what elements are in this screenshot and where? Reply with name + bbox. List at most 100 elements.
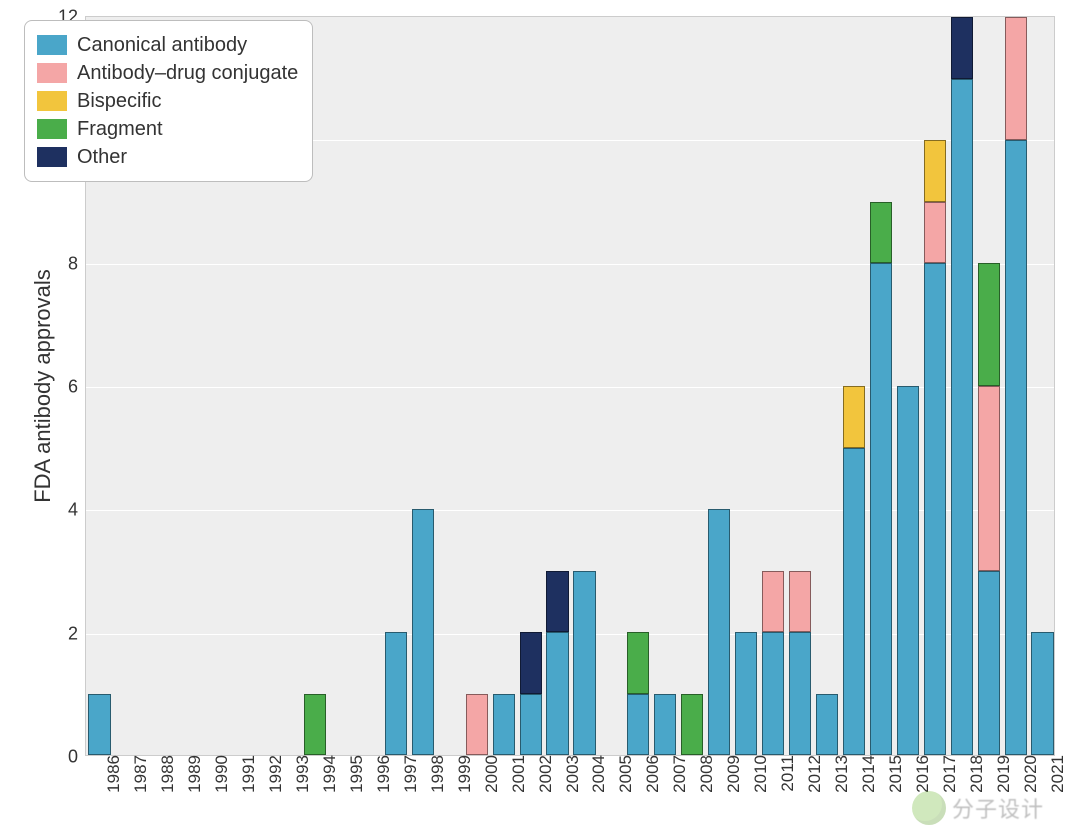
legend-swatch	[37, 119, 67, 139]
bar-segment-adc	[978, 386, 1000, 571]
xtick-label: 2007	[666, 755, 690, 793]
bar-slot	[1005, 17, 1027, 755]
bar-slot	[816, 17, 838, 755]
xtick-label: 1986	[101, 755, 125, 793]
legend-swatch	[37, 35, 67, 55]
xtick-label: 1992	[262, 755, 286, 793]
bar-slot	[520, 17, 542, 755]
ytick-label: 4	[68, 500, 86, 521]
legend-item-adc: Antibody–drug conjugate	[37, 59, 298, 87]
bar-segment-canonical	[1005, 140, 1027, 755]
bar-segment-canonical	[573, 571, 595, 756]
bar-segment-canonical	[789, 632, 811, 755]
xtick-label: 1998	[424, 755, 448, 793]
bar-segment-canonical	[654, 694, 676, 756]
bar-slot	[978, 17, 1000, 755]
xtick-label: 1989	[181, 755, 205, 793]
bar-segment-canonical	[708, 509, 730, 755]
bar-segment-canonical	[520, 694, 542, 756]
legend-label: Canonical antibody	[77, 31, 247, 59]
xtick-label: 2009	[720, 755, 744, 793]
xtick-label: 2015	[882, 755, 906, 793]
bar-slot	[412, 17, 434, 755]
xtick-label: 2003	[559, 755, 583, 793]
bar-slot	[870, 17, 892, 755]
chart-wrapper: 0246810121986198719881989199019911992199…	[0, 0, 1080, 840]
xtick-label: 2006	[640, 755, 664, 793]
bar-segment-bispecific	[924, 140, 946, 202]
bar-segment-canonical	[735, 632, 757, 755]
xtick-label: 1995	[343, 755, 367, 793]
xtick-label: 2014	[855, 755, 879, 793]
bar-segment-fragment	[681, 694, 703, 756]
legend-label: Fragment	[77, 115, 163, 143]
xtick-label: 2000	[478, 755, 502, 793]
bar-slot	[681, 17, 703, 755]
bar-slot	[1031, 17, 1053, 755]
bar-segment-adc	[466, 694, 488, 756]
xtick-label: 1990	[208, 755, 232, 793]
bar-segment-canonical	[951, 79, 973, 756]
bar-segment-canonical	[412, 509, 434, 755]
bar-slot	[897, 17, 919, 755]
bar-slot	[358, 17, 380, 755]
watermark-text: 分子设计	[952, 792, 1044, 824]
legend-item-canonical: Canonical antibody	[37, 31, 298, 59]
legend-label: Other	[77, 143, 127, 171]
xtick-label: 2001	[505, 755, 529, 793]
legend: Canonical antibodyAntibody–drug conjugat…	[24, 20, 313, 182]
legend-label: Antibody–drug conjugate	[77, 59, 298, 87]
bar-segment-fragment	[978, 263, 1000, 386]
ytick-label: 2	[68, 623, 86, 644]
bar-segment-fragment	[870, 202, 892, 264]
xtick-label: 2005	[613, 755, 637, 793]
bar-segment-adc	[789, 571, 811, 633]
bar-slot	[924, 17, 946, 755]
bar-slot	[385, 17, 407, 755]
bar-segment-fragment	[627, 632, 649, 694]
bar-slot	[843, 17, 865, 755]
bar-segment-canonical	[924, 263, 946, 755]
bar-segment-canonical	[546, 632, 568, 755]
bar-segment-other	[520, 632, 542, 694]
bar-slot	[762, 17, 784, 755]
xtick-label: 2012	[801, 755, 825, 793]
legend-swatch	[37, 91, 67, 111]
bar-segment-adc	[924, 202, 946, 264]
xtick-label: 1991	[235, 755, 259, 793]
bar-slot	[493, 17, 515, 755]
bar-segment-other	[546, 571, 568, 633]
bar-segment-canonical	[897, 386, 919, 755]
legend-item-fragment: Fragment	[37, 115, 298, 143]
bar-slot	[439, 17, 461, 755]
watermark-icon	[912, 791, 946, 825]
ytick-label: 0	[68, 747, 86, 768]
xtick-label: 2008	[693, 755, 717, 793]
bar-slot	[951, 17, 973, 755]
bar-slot	[466, 17, 488, 755]
legend-label: Bispecific	[77, 87, 161, 115]
bar-segment-canonical	[493, 694, 515, 756]
bar-segment-fragment	[304, 694, 326, 756]
xtick-label: 2002	[532, 755, 556, 793]
bar-segment-canonical	[870, 263, 892, 755]
bar-slot	[600, 17, 622, 755]
xtick-label: 1993	[289, 755, 313, 793]
bar-slot	[735, 17, 757, 755]
xtick-label: 2004	[586, 755, 610, 793]
bar-slot	[627, 17, 649, 755]
legend-swatch	[37, 147, 67, 167]
bar-slot	[708, 17, 730, 755]
xtick-label: 2013	[828, 755, 852, 793]
bar-segment-adc	[1005, 17, 1027, 140]
ytick-label: 6	[68, 377, 86, 398]
bar-slot	[789, 17, 811, 755]
legend-item-other: Other	[37, 143, 298, 171]
xtick-label: 1997	[397, 755, 421, 793]
xtick-label: 2010	[747, 755, 771, 793]
xtick-label: 1987	[128, 755, 152, 793]
legend-item-bispecific: Bispecific	[37, 87, 298, 115]
bar-segment-other	[951, 17, 973, 79]
bar-segment-canonical	[843, 448, 865, 756]
xtick-label: 1994	[316, 755, 340, 793]
